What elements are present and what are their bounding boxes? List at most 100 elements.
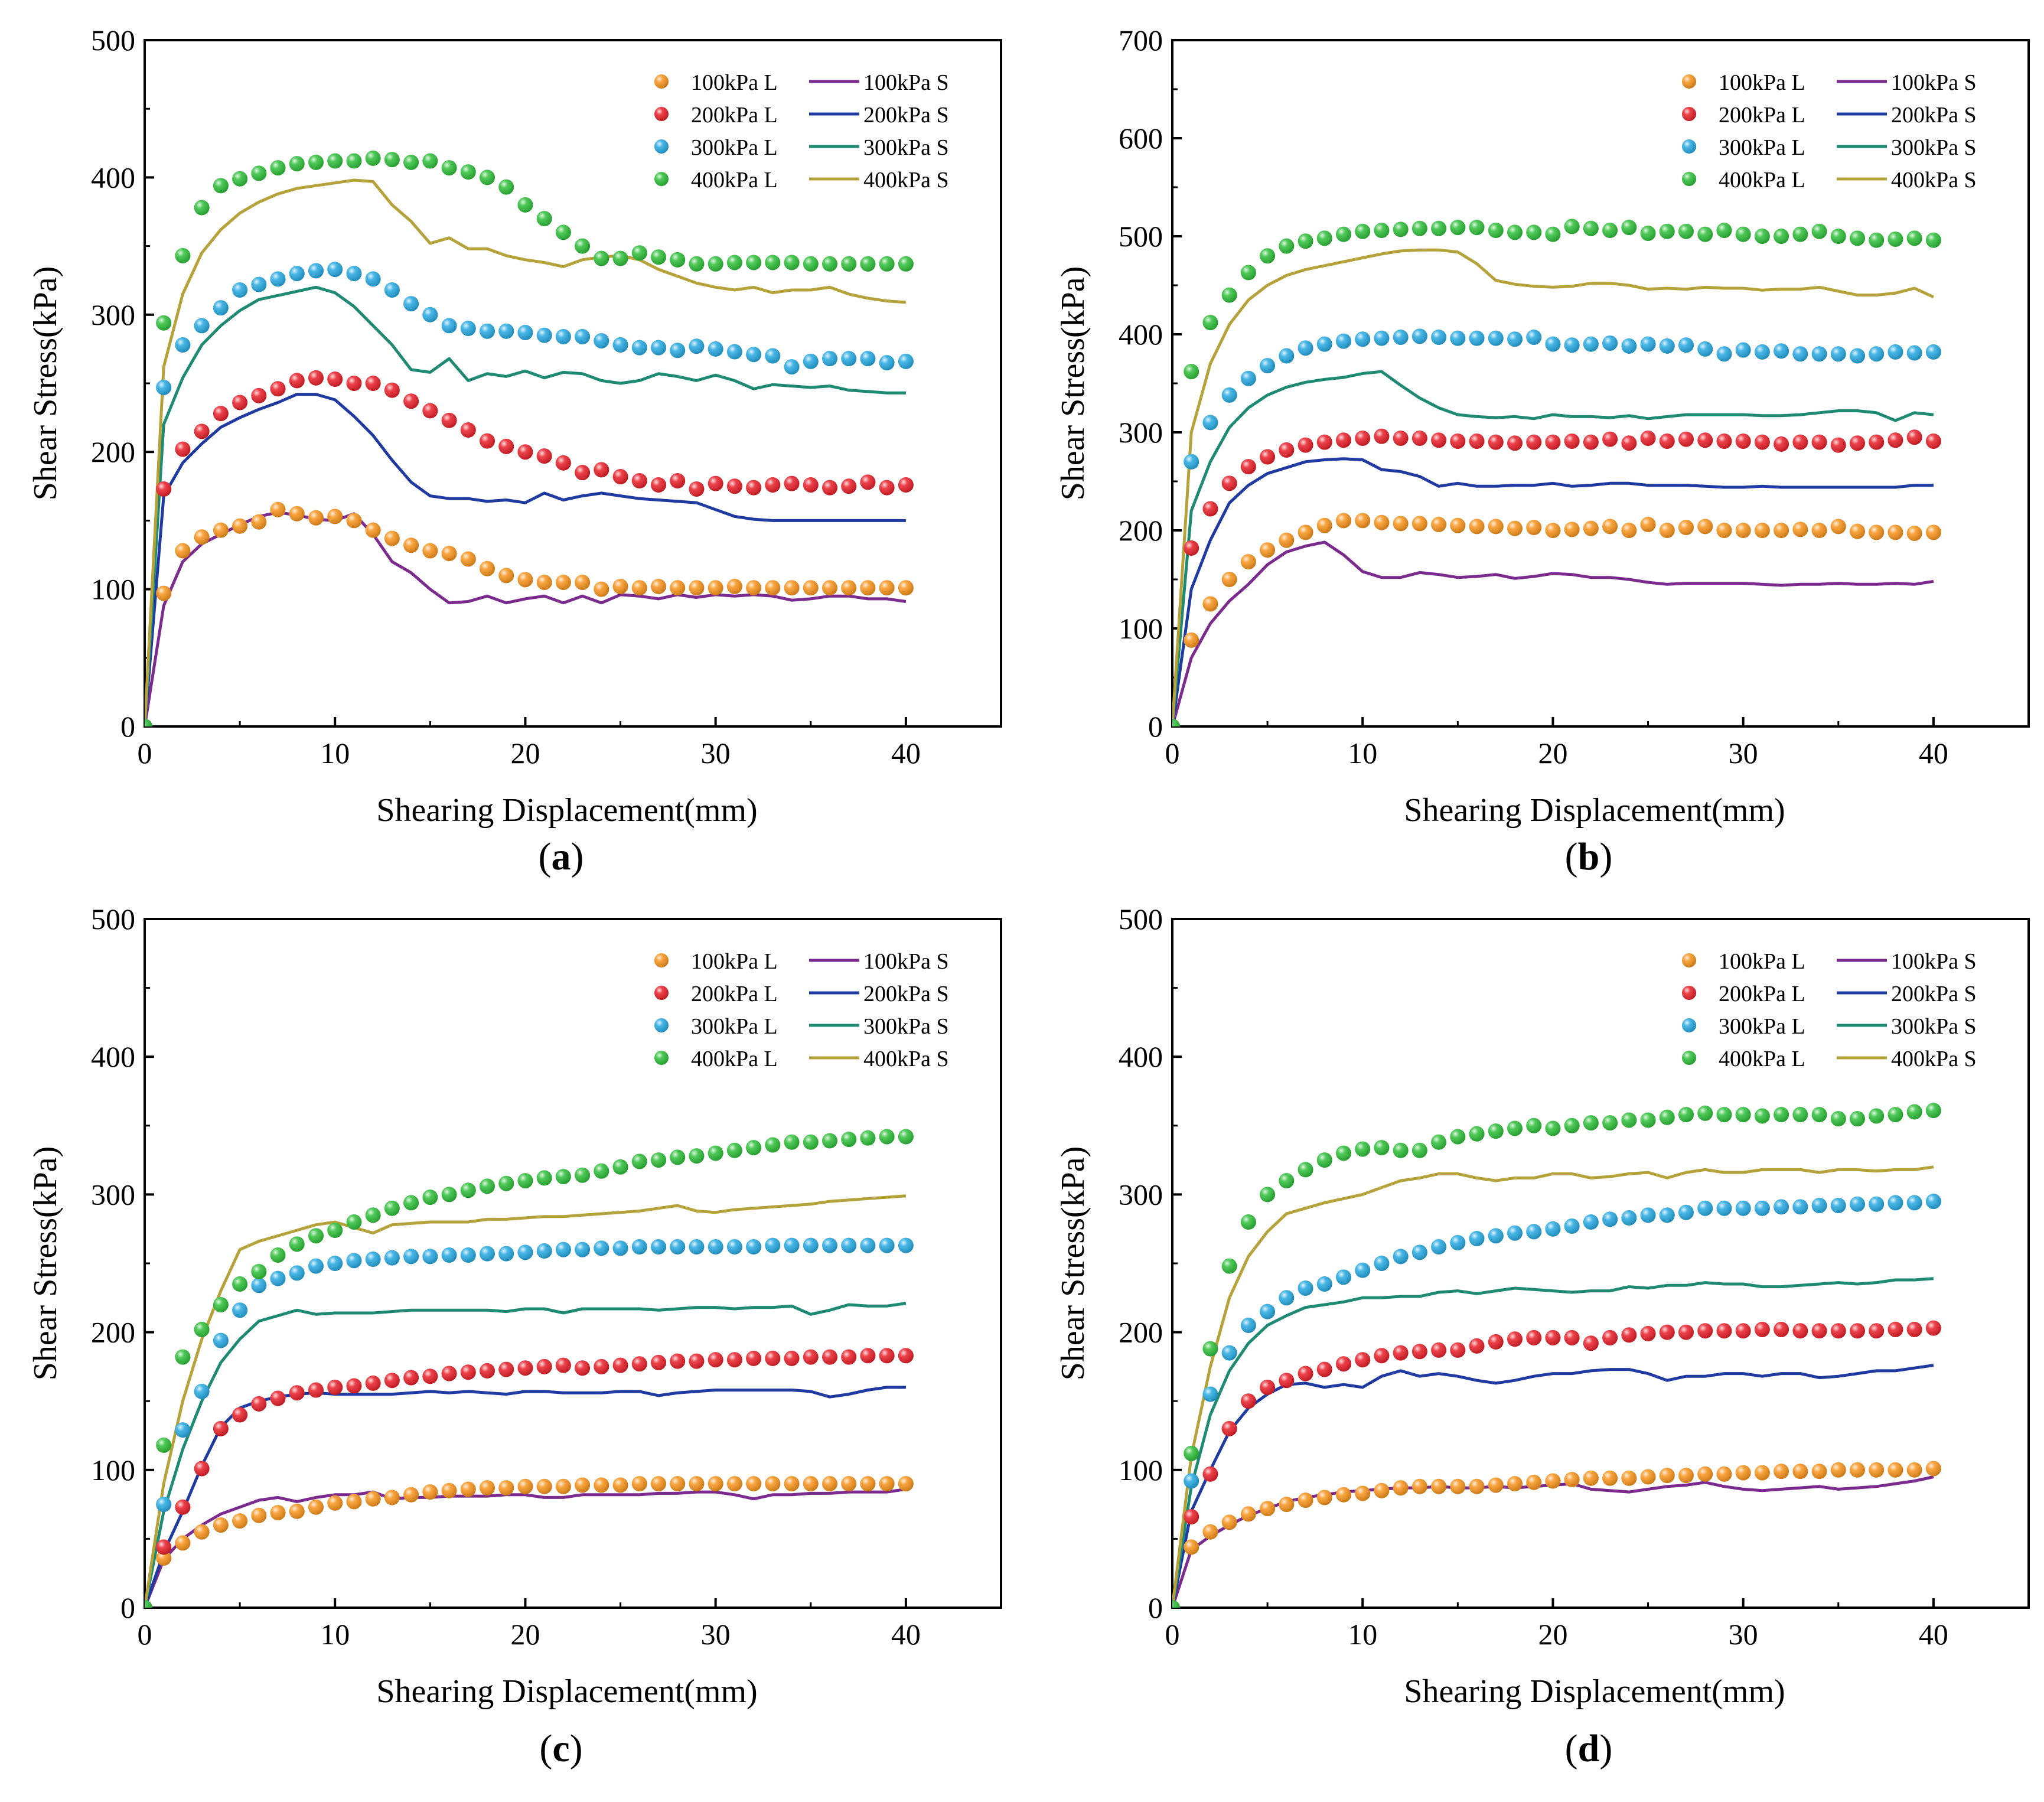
data-point-highlight bbox=[1184, 454, 1199, 470]
legend-marker-highlight bbox=[654, 172, 669, 186]
data-point-highlight bbox=[1240, 1214, 1256, 1230]
data-point-highlight bbox=[403, 393, 419, 409]
y-tick-label: 400 bbox=[91, 1040, 135, 1073]
data-point-highlight bbox=[403, 1370, 419, 1386]
data-point-highlight bbox=[1298, 1162, 1313, 1178]
chart-panel-b: 0 10 20 30 400100200300400500600700Shearing … bbox=[1055, 24, 2030, 878]
data-point-highlight bbox=[1393, 516, 1409, 532]
data-point-highlight bbox=[1279, 238, 1295, 254]
data-point-highlight bbox=[1450, 330, 1466, 346]
data-point-highlight bbox=[517, 572, 533, 588]
data-point-highlight bbox=[898, 256, 914, 272]
x-tick-label: 0 bbox=[138, 1618, 152, 1651]
data-point-highlight bbox=[1925, 524, 1941, 540]
data-point-highlight bbox=[365, 1491, 381, 1507]
panel-caption: (d) bbox=[1565, 1727, 1613, 1770]
data-point-highlight bbox=[1316, 434, 1332, 450]
data-point-highlight bbox=[213, 300, 229, 316]
data-point-highlight bbox=[1507, 1331, 1523, 1347]
data-point-highlight bbox=[726, 1352, 742, 1368]
legend-label: 100kPa S bbox=[863, 70, 949, 95]
data-point-highlight bbox=[1411, 1244, 1427, 1260]
data-point-highlight bbox=[1240, 370, 1256, 386]
data-point-highlight bbox=[346, 1378, 362, 1394]
data-point-highlight bbox=[1697, 432, 1713, 448]
data-point-highlight bbox=[1583, 1115, 1599, 1131]
data-point-highlight bbox=[1374, 1348, 1390, 1364]
data-point-highlight bbox=[1507, 435, 1523, 451]
legend-label: 200kPa S bbox=[1891, 982, 1977, 1006]
data-point-highlight bbox=[422, 1368, 438, 1384]
data-point-highlight bbox=[480, 1363, 495, 1379]
data-point-highlight bbox=[555, 1169, 571, 1185]
data-point-highlight bbox=[1811, 1107, 1827, 1123]
data-point-highlight bbox=[536, 1358, 552, 1374]
data-point-highlight bbox=[841, 351, 857, 367]
data-point-highlight bbox=[536, 211, 552, 227]
data-point-highlight bbox=[708, 1145, 723, 1161]
data-point-highlight bbox=[803, 1134, 819, 1150]
data-point-highlight bbox=[1202, 415, 1218, 431]
series-points-300kpa-l bbox=[145, 1237, 914, 1608]
data-point-highlight bbox=[441, 1482, 457, 1498]
data-point-highlight bbox=[517, 444, 533, 460]
data-point-highlight bbox=[841, 478, 857, 494]
data-point-highlight bbox=[270, 1247, 286, 1263]
series-line-300kpa-s bbox=[145, 285, 906, 726]
y-axis-label: Shear Stress(kPa) bbox=[1055, 266, 1091, 501]
data-point-highlight bbox=[289, 373, 305, 389]
data-point-highlight bbox=[612, 1159, 628, 1175]
data-point-highlight bbox=[1774, 1107, 1789, 1123]
data-point-highlight bbox=[1774, 229, 1789, 244]
y-tick-label: 400 bbox=[1119, 318, 1163, 351]
data-point-highlight bbox=[1221, 387, 1237, 403]
data-point-highlight bbox=[327, 1256, 343, 1271]
data-point-highlight bbox=[308, 154, 324, 170]
data-point-highlight bbox=[1298, 340, 1313, 356]
series-line-100kpa-s bbox=[145, 1487, 907, 1608]
legend-label: 400kPa L bbox=[1719, 1047, 1805, 1071]
data-point-highlight bbox=[1526, 1329, 1542, 1345]
data-point-highlight bbox=[1735, 1107, 1751, 1123]
x-axis-label: Shearing Displacement(mm) bbox=[376, 1673, 757, 1710]
data-point-highlight bbox=[1869, 1108, 1885, 1124]
data-point-highlight bbox=[1469, 433, 1485, 449]
data-point-highlight bbox=[1869, 232, 1885, 248]
data-point-highlight bbox=[289, 156, 305, 172]
data-point-highlight bbox=[1735, 1465, 1751, 1481]
data-point-highlight bbox=[746, 480, 762, 496]
data-point-highlight bbox=[860, 1130, 876, 1146]
data-point-highlight bbox=[822, 1476, 837, 1492]
series-line-300kpa-s bbox=[1172, 1277, 1934, 1608]
legend-label: 300kPa S bbox=[1891, 1014, 1977, 1039]
data-point-highlight bbox=[289, 1385, 305, 1401]
data-point-highlight bbox=[1887, 524, 1903, 540]
data-point-highlight bbox=[1488, 330, 1504, 346]
data-point-highlight bbox=[1716, 346, 1732, 362]
data-point-highlight bbox=[1887, 1462, 1903, 1478]
x-axis-label: Shearing Displacement(mm) bbox=[1404, 1673, 1785, 1710]
data-point-highlight bbox=[1887, 432, 1903, 448]
data-point-highlight bbox=[765, 348, 781, 364]
data-point-highlight bbox=[327, 153, 343, 169]
legend-label: 200kPa L bbox=[691, 103, 778, 128]
plot-area bbox=[1172, 1103, 1941, 1608]
data-point-highlight bbox=[1260, 449, 1276, 465]
data-point-highlight bbox=[1450, 1129, 1466, 1145]
legend-label: 300kPa S bbox=[863, 1014, 949, 1039]
y-tick-label: 0 bbox=[120, 1591, 135, 1624]
data-point-highlight bbox=[1526, 1117, 1542, 1133]
data-point-highlight bbox=[841, 1237, 857, 1253]
y-tick-label: 200 bbox=[1119, 1316, 1163, 1349]
data-point-highlight bbox=[1621, 220, 1637, 236]
data-point-highlight bbox=[327, 1379, 343, 1395]
data-point-highlight bbox=[1621, 435, 1637, 451]
data-point-highlight bbox=[1792, 1323, 1808, 1339]
legend-label: 200kPa S bbox=[863, 982, 949, 1006]
data-point-highlight bbox=[213, 1332, 229, 1348]
data-point-highlight bbox=[1488, 1334, 1504, 1350]
data-point-highlight bbox=[346, 1494, 362, 1510]
legend-label: 300kPa L bbox=[691, 135, 778, 160]
data-point-highlight bbox=[860, 1237, 876, 1253]
x-axis-label: Shearing Displacement(mm) bbox=[1404, 792, 1785, 829]
